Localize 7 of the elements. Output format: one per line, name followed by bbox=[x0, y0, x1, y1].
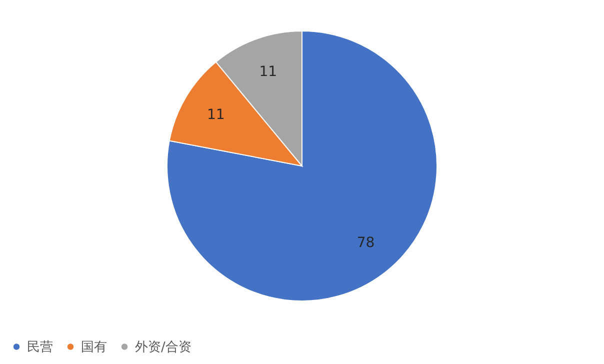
data-label: 78 bbox=[356, 235, 375, 252]
legend-label: 民营 bbox=[27, 340, 53, 355]
data-label: 11 bbox=[259, 64, 278, 80]
pie-slice bbox=[166, 30, 438, 302]
legend-label: 国有 bbox=[81, 340, 107, 355]
legend-label: 外资/合资 bbox=[135, 340, 192, 355]
data-label: 11 bbox=[207, 107, 225, 124]
